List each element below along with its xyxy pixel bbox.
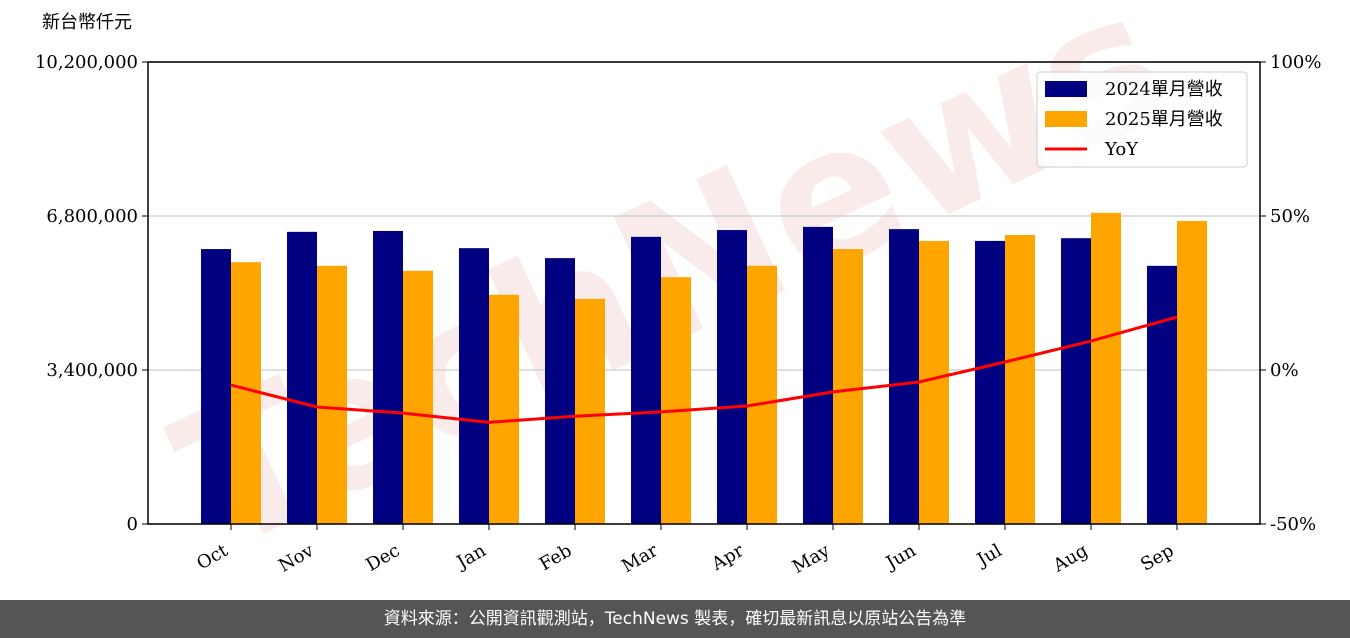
x-tick-label: Jan — [452, 540, 490, 574]
bar — [889, 229, 919, 524]
y-tick-label: 3,400,000 — [46, 360, 138, 381]
bar — [803, 226, 833, 524]
bar — [1147, 265, 1177, 524]
bar — [231, 262, 261, 524]
y-tick-label: 6,800,000 — [46, 206, 138, 227]
legend-label: YoY — [1104, 139, 1139, 160]
y-axis-label: 新台幣仟元 — [42, 12, 132, 33]
bar — [287, 231, 317, 524]
bar — [201, 249, 231, 525]
bar — [833, 249, 863, 525]
bar — [373, 230, 403, 524]
x-tick-label: Jul — [972, 540, 1006, 572]
x-tick-label: Feb — [536, 540, 576, 575]
legend-swatch — [1045, 81, 1087, 97]
bar — [575, 298, 605, 524]
bar — [919, 240, 949, 525]
y2-tick-label: -50% — [1270, 514, 1316, 535]
x-tick-label: Jun — [881, 540, 920, 575]
bar — [317, 265, 347, 524]
legend-box — [1036, 71, 1248, 168]
bar — [661, 277, 691, 524]
chart: 新台幣仟元 TechNews 03,400,0006,800,00010,200… — [35, 0, 1322, 594]
x-tick-label: Aug — [1049, 540, 1092, 577]
bar — [631, 236, 661, 524]
legend-swatch — [1045, 111, 1087, 127]
y2-tick-label: 50% — [1270, 206, 1310, 227]
line — [230, 315, 1178, 424]
bar — [459, 248, 489, 525]
bar — [1091, 212, 1121, 524]
footer: 資料來源：公開資訊觀測站，TechNews 製表，確切最新訊息以原站公告為準 — [0, 600, 1350, 638]
y2-tick-label: 0% — [1270, 360, 1299, 381]
bar — [717, 230, 747, 524]
bar — [747, 265, 777, 524]
bar — [1061, 238, 1091, 524]
x-tick-label: May — [789, 540, 834, 578]
y-tick-label: 0 — [127, 514, 138, 535]
plot-frame — [147, 61, 1261, 525]
x-tick-label: Apr — [707, 540, 747, 575]
x-tick-label: Sep — [1137, 540, 1177, 575]
bar — [1005, 235, 1035, 524]
bar — [489, 294, 519, 524]
y-tick-label: 10,200,000 — [35, 52, 138, 73]
bar — [1177, 220, 1207, 524]
legend-label: 2025單月營收 — [1105, 109, 1223, 130]
legend-label: 2024單月營收 — [1105, 79, 1223, 100]
bar — [545, 258, 575, 524]
y2-tick-label: 100% — [1270, 52, 1321, 73]
x-tick-label: Dec — [363, 540, 404, 576]
bar — [403, 270, 433, 524]
x-tick-label: Mar — [618, 540, 662, 577]
bar — [975, 240, 1005, 525]
